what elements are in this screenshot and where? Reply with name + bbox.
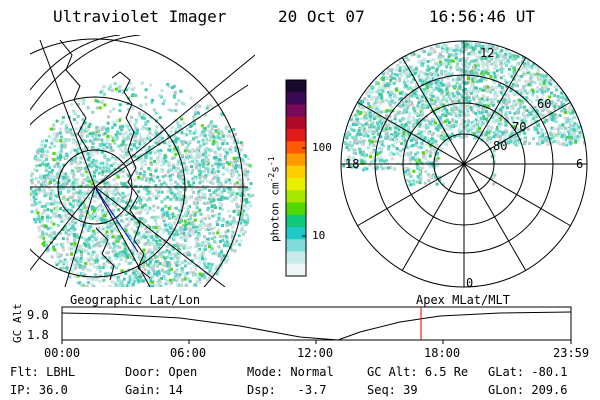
colorbar-cell [286, 178, 306, 191]
status-mode: Mode: Normal [247, 365, 334, 379]
colorbar-cell [286, 141, 306, 154]
status-glon: GLon: 209.6 [488, 383, 568, 397]
status-seq: Seq: 39 [367, 383, 418, 397]
mlt-label-18: 18 [345, 157, 360, 171]
status-door: Door: Open [125, 365, 198, 379]
geographic-label: Geographic Lat/Lon [70, 293, 201, 307]
lat-label-60: 60 [537, 97, 552, 111]
status-flt: Flt: LBHL [10, 365, 76, 379]
colorbar-cell [286, 116, 306, 130]
altitude-ytick-1: 1.8 [27, 328, 49, 342]
colorbar-cell [286, 92, 306, 105]
altitude-xtick-1200: 12:00 [297, 346, 334, 360]
mlt-label-6: 6 [576, 157, 584, 171]
mlt-label-0: 0 [466, 276, 474, 290]
colorbar-cell [286, 165, 306, 179]
mlt-label-12: 12 [480, 46, 495, 60]
app-title: Ultraviolet Imager [53, 7, 227, 26]
satellite-track-line [94, 186, 139, 253]
colorbar-cell [286, 104, 306, 118]
altitude-curve [61, 311, 572, 341]
colorbar-cell [286, 214, 306, 228]
status-glat: GLat: -80.1 [488, 365, 568, 379]
colorbar-cell [286, 239, 306, 252]
colorbar-cell [286, 202, 306, 216]
status-ip: IP: 36.0 [10, 383, 68, 397]
colorbar-cell [286, 190, 306, 203]
altitude-ytick-9: 9.0 [27, 308, 49, 322]
colorbar-cell [286, 129, 306, 142]
header-time: 16:56:46 UT [429, 7, 535, 26]
altitude-axis-title: GC Alt [11, 303, 24, 343]
status-gain: Gain: 14 [125, 383, 183, 397]
status-dsp: Dsp: -3.7 [247, 383, 327, 397]
colorbar-cell [286, 263, 306, 277]
colorbar-cell [286, 80, 306, 93]
lat-label-70: 70 [512, 120, 527, 134]
altitude-xtick-0000: 00:00 [44, 346, 81, 360]
colorbar-cell [286, 251, 306, 265]
status-gc-alt: GC Alt: 6.5 Re [367, 365, 469, 379]
colorbar-cell [286, 227, 306, 240]
colorbar-tick-100: 100 [312, 141, 332, 154]
altitude-xtick-1800: 18:00 [424, 346, 461, 360]
altitude-xtick-0600: 06:00 [170, 346, 207, 360]
apex-label: Apex MLat/MLT [416, 293, 510, 307]
lat-label-80: 80 [493, 139, 508, 153]
altitude-xtick-2359: 23:59 [553, 346, 590, 360]
colorbar-cell [286, 153, 306, 167]
colorbar-tick-10: 10 [312, 229, 326, 242]
header-date: 20 Oct 07 [278, 7, 365, 26]
